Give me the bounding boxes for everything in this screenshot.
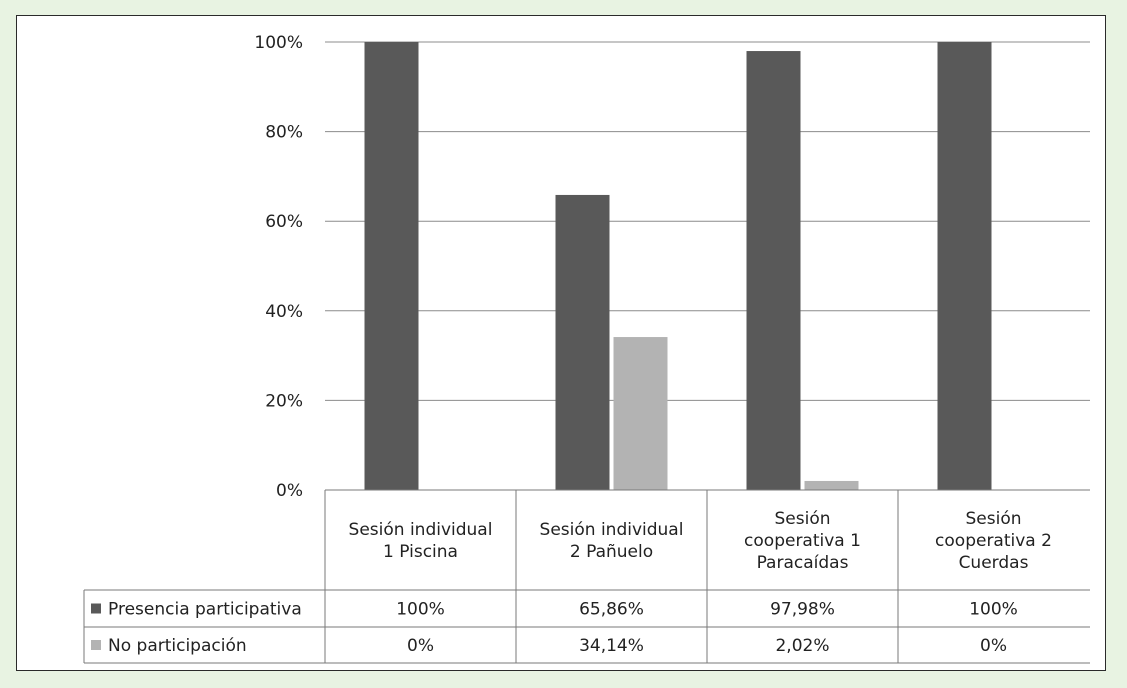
data-table-cell: 34,14% bbox=[579, 636, 644, 656]
category-label: Sesión individual bbox=[540, 520, 684, 540]
category-label: 2 Pañuelo bbox=[570, 542, 653, 562]
data-table-cell: 97,98% bbox=[770, 600, 835, 620]
data-table-cell: 100% bbox=[396, 600, 445, 620]
category-label: Sesión bbox=[965, 509, 1021, 529]
category-label: 1 Piscina bbox=[383, 542, 458, 562]
legend-key-0 bbox=[91, 603, 101, 614]
category-label: Sesión individual bbox=[349, 520, 493, 540]
y-tick-label: 100% bbox=[254, 33, 303, 53]
bar-presencia-0 bbox=[364, 42, 419, 490]
data-table-cell: 2,02% bbox=[775, 636, 829, 656]
bar-presencia-1 bbox=[555, 194, 610, 490]
legend-label: Presencia participativa bbox=[108, 600, 302, 620]
category-label: cooperativa 2 bbox=[935, 531, 1052, 551]
y-tick-label: 20% bbox=[265, 391, 303, 411]
bar-presencia-2 bbox=[746, 51, 801, 491]
data-table-cell: 0% bbox=[980, 636, 1007, 656]
data-table-cell: 65,86% bbox=[579, 600, 644, 620]
data-table-cell: 0% bbox=[407, 636, 434, 656]
legend-label: No participación bbox=[108, 636, 247, 656]
bar-no-participacion-2 bbox=[804, 480, 859, 490]
y-tick-label: 0% bbox=[276, 481, 303, 501]
y-tick-label: 40% bbox=[265, 302, 303, 322]
category-label: Cuerdas bbox=[959, 553, 1029, 573]
bar-no-participacion-1 bbox=[613, 337, 668, 490]
data-table-cell: 100% bbox=[969, 600, 1018, 620]
category-label: Sesión bbox=[774, 509, 830, 529]
legend-key-1 bbox=[91, 640, 101, 650]
bar-presencia-3 bbox=[937, 42, 992, 490]
category-label: cooperativa 1 bbox=[744, 531, 861, 551]
category-label: Paracaídas bbox=[757, 553, 849, 573]
y-tick-label: 60% bbox=[265, 212, 303, 232]
y-tick-label: 80% bbox=[265, 123, 303, 143]
